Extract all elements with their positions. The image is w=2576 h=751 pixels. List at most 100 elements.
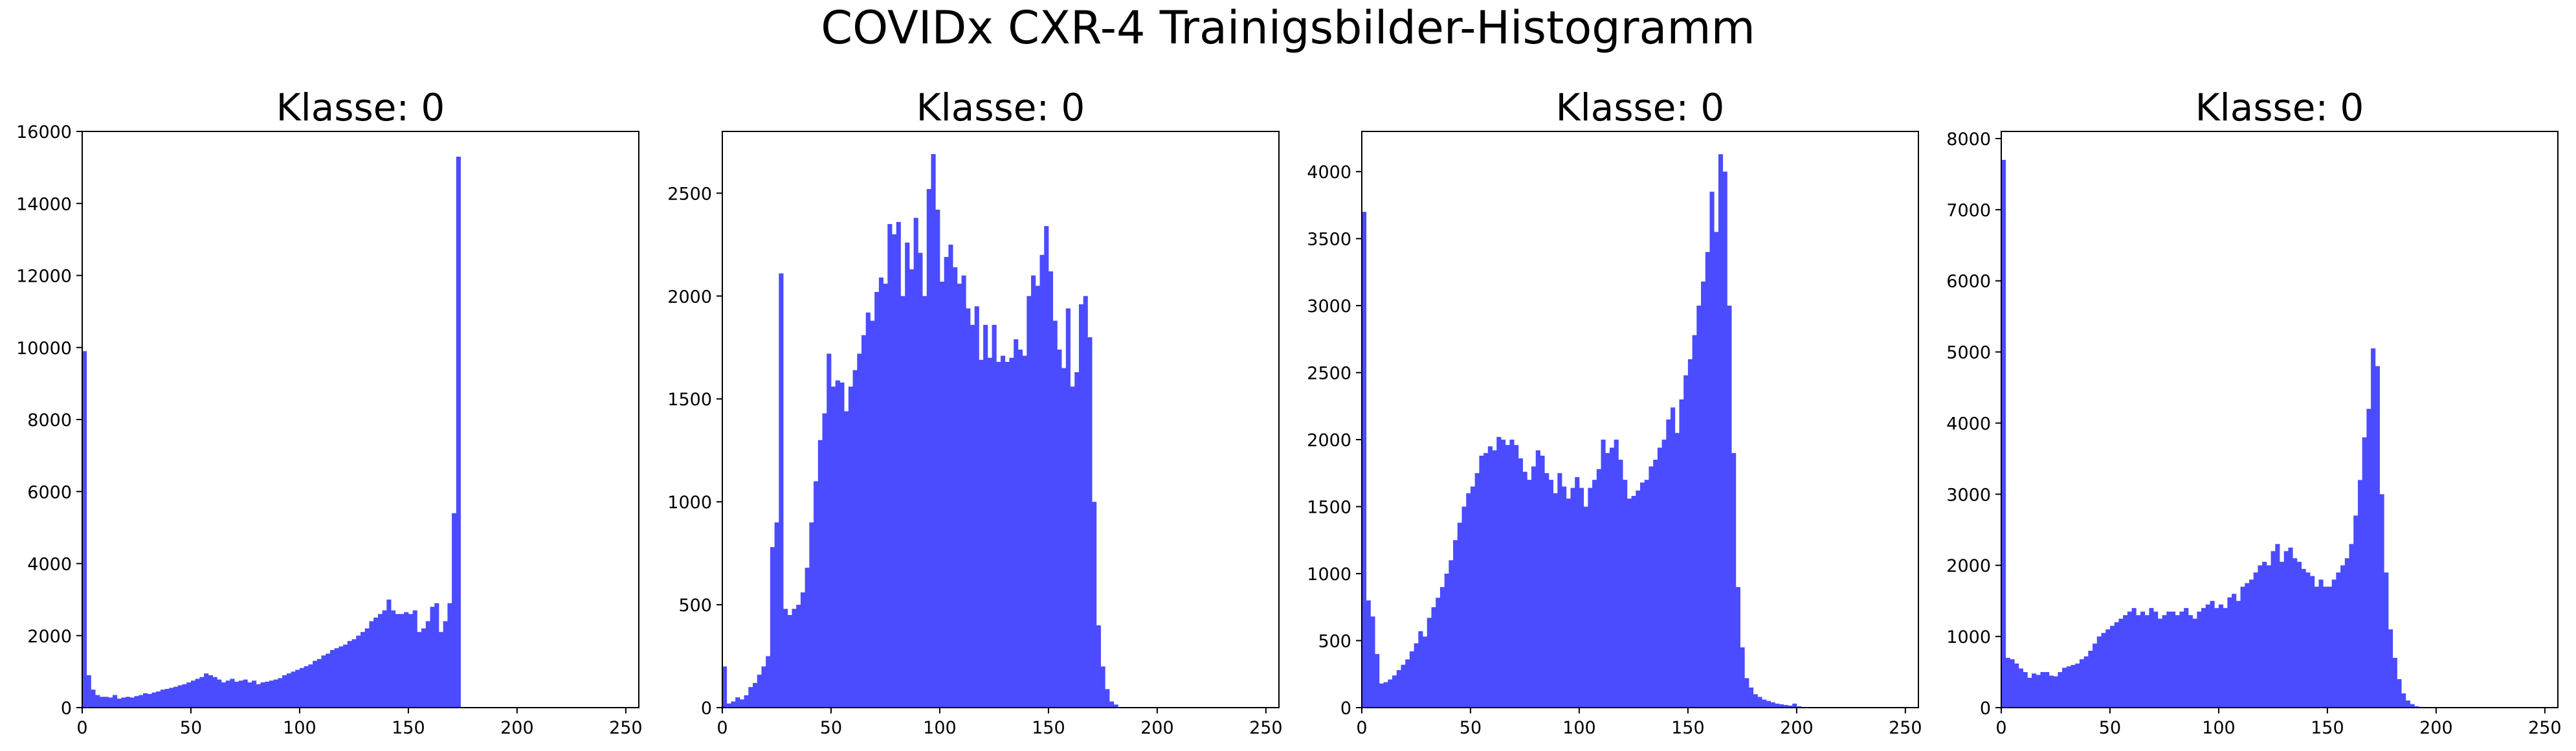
histogram-panel-4: 0 50 100 150 200 250 0 1000 2000 3000 4000 5000 6000… [1946,85,2561,738]
histogram-bar [1657,447,1662,708]
histogram-bar [126,697,131,708]
y-tick-label: 0 [1980,699,1991,719]
histogram-bar [1605,453,1610,708]
histogram-bar [979,359,984,708]
y-tick-label: 8000 [1946,129,1991,150]
histogram-bar [1001,355,1006,708]
histogram-bar [204,673,209,708]
histogram-bar [2349,544,2354,708]
histogram-bar [857,353,862,708]
histogram-bar [2201,608,2206,708]
histogram-bar [82,351,87,708]
histogram-bar [2179,611,2184,708]
x-tick-label: 200 [1140,718,1174,738]
histogram-bar [1727,306,1732,708]
histogram-bar [1535,450,1540,708]
histogram-bar [2058,672,2063,708]
histogram-bar [291,671,296,708]
histogram-bar [2240,587,2245,708]
histogram-bar [835,380,840,708]
y-tick-label: 1000 [1946,627,1991,647]
histogram-bar [2053,676,2058,708]
histogram-bar [2223,608,2228,708]
histogram-bar [1444,574,1449,708]
histogram-bar [2344,558,2349,708]
histogram-bar [286,673,291,708]
histogram-bar [452,513,457,708]
histogram-bar [770,547,775,708]
histogram-bar [2401,693,2406,708]
x-tick-label: 150 [1032,718,1065,738]
plot-frame [82,131,639,708]
histogram-bar [887,224,893,708]
histogram-bar [966,308,971,708]
x-tick-label: 200 [500,718,534,738]
histogram-bar [373,617,379,708]
histogram-bar [1405,659,1410,708]
histogram-bar [1092,502,1097,708]
histogram-bar [1487,446,1493,708]
histogram-bar [2283,551,2289,708]
histogram-bar [1679,399,1684,708]
histogram-bar [430,607,435,708]
histogram-bar [1671,407,1676,708]
histogram-bar [961,275,966,708]
histogram-bar [1696,306,1702,708]
histogram-bar [295,669,300,708]
histogram-bar [1379,683,1384,708]
histogram-bar [1775,703,1780,708]
histogram-bar [1057,349,1062,708]
histogram-bar [129,697,135,708]
histogram-bar [1388,679,1393,708]
histogram-bar [1640,482,1645,708]
histogram-bar [2023,672,2028,708]
histogram-bar [1423,636,1428,708]
histogram-bar [761,666,766,708]
histogram-bar [900,296,905,708]
histogram-bar [1427,618,1432,708]
histogram-bar [2405,701,2410,708]
histogram-bar [134,696,139,708]
histogram-bar [212,677,217,708]
x-tick-label: 100 [2202,718,2236,738]
histogram-bar [139,695,144,708]
histogram-bar [2353,515,2359,708]
histogram-bar [1623,480,1628,708]
histogram-bar [230,678,235,708]
histogram-bar [1618,460,1623,708]
histogram-bar [2184,608,2189,708]
histogram-bar [909,269,915,708]
histogram-bar [839,382,845,708]
histogram-bar [2258,565,2263,708]
histogram-bar [1592,480,1597,708]
histogram-bar [351,639,357,708]
histogram-bar [1470,486,1476,708]
histogram-bar [1105,689,1110,708]
histogram-bar [265,681,270,708]
histogram-bar [1583,506,1588,708]
y-tick-label: 3000 [1946,485,1991,505]
histogram-bar [1479,455,1484,708]
histogram-bar [2131,608,2137,708]
histogram-bar [2118,618,2124,708]
histogram-bar [1070,387,1075,708]
histogram-bar [830,387,836,708]
histogram-bar [1461,506,1467,708]
histogram-bar [2171,611,2176,708]
histogram-bar [1083,296,1088,708]
y-tick-label: 3500 [1307,230,1351,250]
histogram-bar [2149,608,2154,708]
histogram-bar [739,699,744,708]
histogram-bar [326,653,331,708]
histogram-bar [2248,579,2254,708]
histogram-bar [225,680,230,708]
histogram-bar [1483,453,1489,708]
histogram-bar [939,282,945,708]
histogram-bar [434,603,439,708]
x-tick-label: 100 [283,718,316,738]
histogram-bar [1570,488,1575,708]
histogram-bar [1740,647,1745,708]
histogram-bar [386,600,392,708]
y-tick-label: 6000 [1946,272,1991,292]
